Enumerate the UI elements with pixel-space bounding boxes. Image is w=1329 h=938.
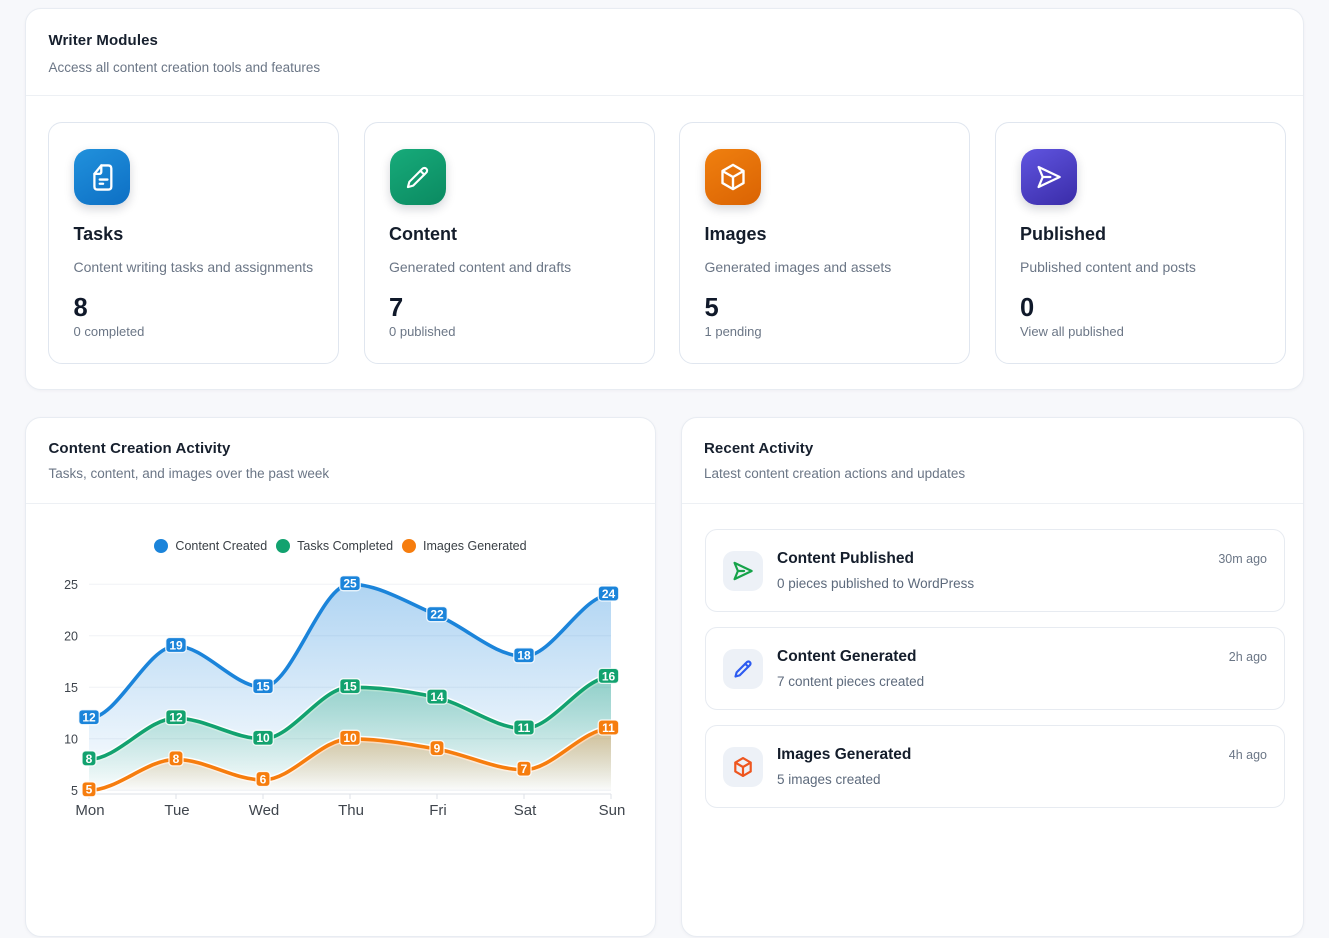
svg-text:Fri: Fri (429, 802, 447, 819)
svg-text:Sun: Sun (599, 802, 626, 819)
svg-text:22: 22 (430, 608, 444, 622)
svg-text:10: 10 (256, 731, 270, 745)
svg-text:9: 9 (434, 742, 441, 756)
svg-text:12: 12 (82, 711, 96, 725)
svg-text:15: 15 (256, 680, 270, 694)
svg-text:5: 5 (86, 783, 93, 797)
svg-text:Sat: Sat (514, 802, 537, 819)
svg-text:Wed: Wed (249, 802, 280, 819)
svg-text:8: 8 (86, 752, 93, 766)
svg-text:Thu: Thu (338, 802, 364, 819)
svg-text:10: 10 (64, 733, 78, 747)
svg-text:12: 12 (169, 711, 183, 725)
svg-text:10: 10 (343, 731, 357, 745)
svg-text:14: 14 (430, 690, 444, 704)
svg-text:25: 25 (64, 578, 78, 592)
svg-text:15: 15 (343, 680, 357, 694)
svg-text:25: 25 (343, 577, 357, 591)
svg-text:Mon: Mon (75, 802, 104, 819)
svg-text:19: 19 (169, 638, 183, 652)
svg-text:20: 20 (64, 630, 78, 644)
svg-text:15: 15 (64, 681, 78, 695)
svg-text:24: 24 (602, 587, 616, 601)
svg-text:8: 8 (173, 752, 180, 766)
svg-text:6: 6 (260, 772, 267, 786)
svg-text:Tue: Tue (164, 802, 189, 819)
svg-text:5: 5 (71, 784, 78, 798)
svg-text:16: 16 (602, 669, 616, 683)
svg-text:11: 11 (602, 721, 615, 735)
svg-text:18: 18 (517, 649, 531, 663)
svg-text:7: 7 (521, 762, 528, 776)
svg-text:11: 11 (518, 721, 531, 735)
